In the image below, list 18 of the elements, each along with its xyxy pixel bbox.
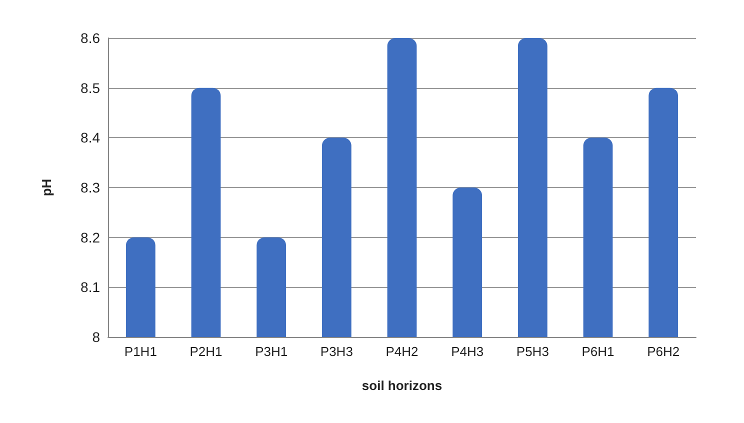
y-tick-label: 8.1	[80, 279, 100, 296]
y-tick-label: 8.4	[80, 130, 100, 146]
y-tick-label: 8.6	[80, 30, 100, 46]
x-tick-label: P6H1	[582, 344, 614, 359]
y-tick-label: 8.5	[80, 80, 100, 96]
y-tick-label: 8	[92, 329, 100, 345]
x-tick-label: P6H2	[647, 344, 680, 359]
y-tick-label: 8.3	[80, 180, 100, 196]
x-tick-label: P4H3	[451, 344, 484, 359]
x-tick-label: P4H2	[386, 344, 418, 359]
x-tick-label: P5H3	[516, 344, 549, 359]
x-tick-label: P3H1	[255, 344, 288, 359]
y-axis-title: pH	[39, 178, 54, 196]
x-tick-label: P3H3	[320, 344, 353, 359]
x-axis-title: soil horizons	[362, 378, 442, 393]
x-tick-label: P1H1	[124, 344, 157, 359]
x-tick-label: P2H1	[190, 344, 222, 359]
y-tick-label: 8.2	[80, 229, 100, 246]
